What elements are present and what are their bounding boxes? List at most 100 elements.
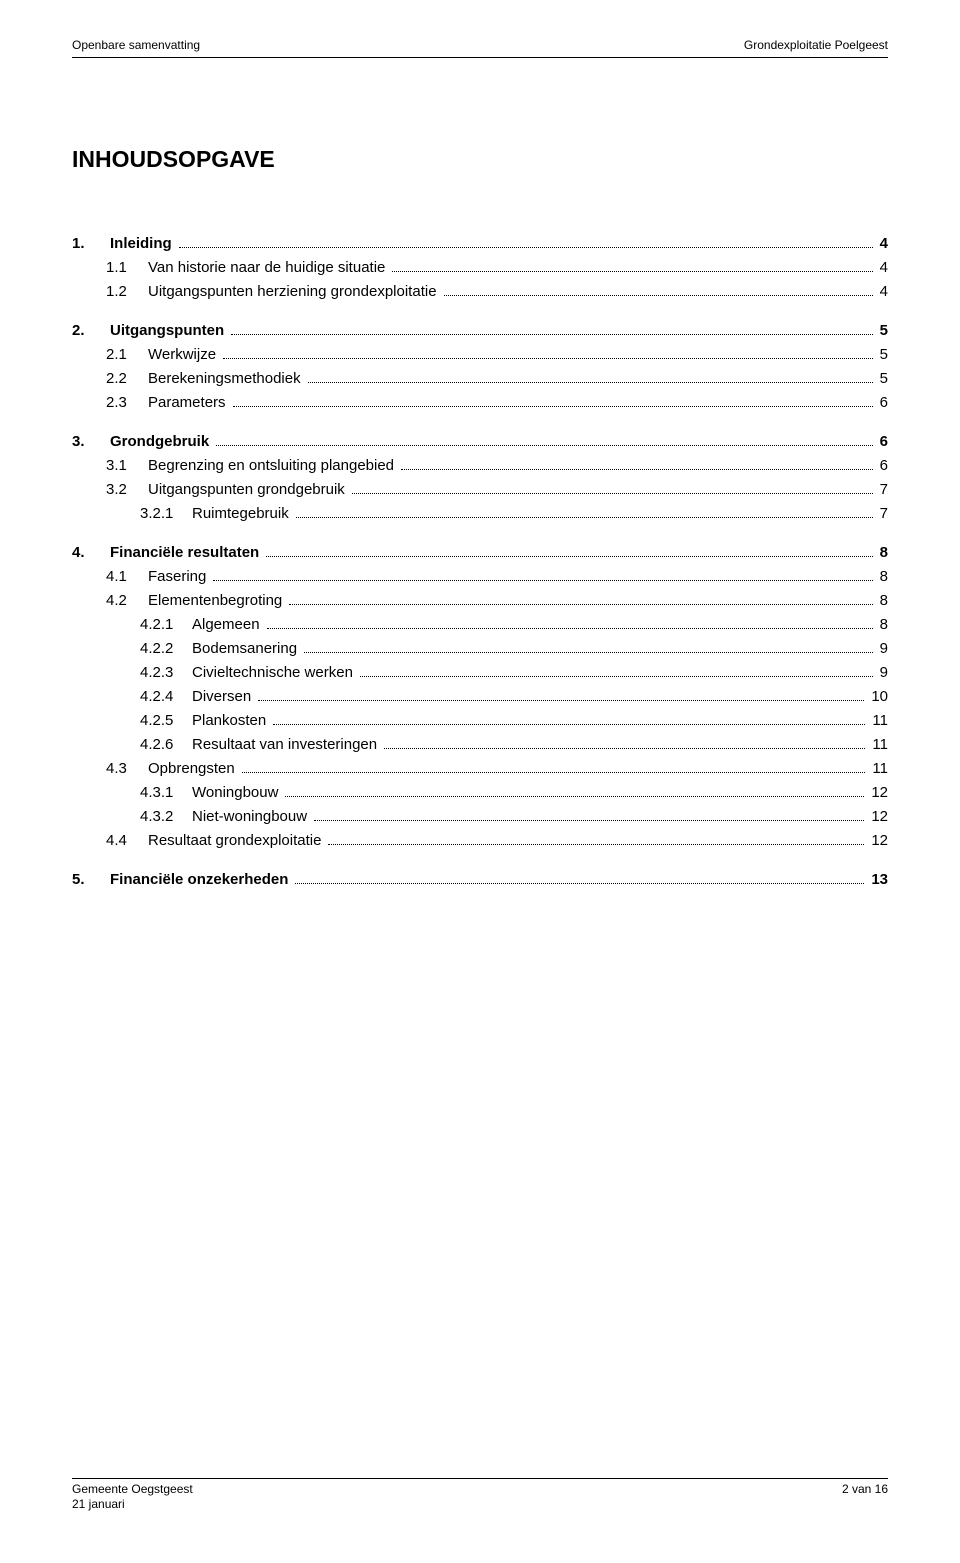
toc-entry: 4.2.2Bodemsanering 9 — [140, 640, 888, 657]
toc-label: Algemeen — [192, 616, 264, 633]
toc-num: 2. — [72, 322, 110, 339]
toc-num: 1. — [72, 235, 110, 252]
toc-label: Financiële onzekerheden — [110, 871, 292, 888]
toc-label: Grondgebruik — [110, 433, 213, 450]
toc-leader — [285, 796, 864, 797]
toc-leader — [328, 844, 864, 845]
toc-entry: 4.2Elementenbegroting 8 — [106, 592, 888, 609]
toc-entry: 4.1Fasering8 — [106, 568, 888, 585]
header-right: Grondexploitatie Poelgeest — [744, 38, 888, 52]
toc-label: Resultaat van investeringen — [192, 736, 381, 753]
toc-entry: 4.2.5Plankosten11 — [140, 712, 888, 729]
toc-leader — [304, 652, 873, 653]
toc-page: 4 — [876, 235, 888, 252]
toc-num: 2.2 — [106, 370, 148, 387]
toc-page: 11 — [868, 736, 888, 753]
toc-entry: 3.2.1Ruimtegebruik 7 — [140, 505, 888, 522]
toc-num: 3.2.1 — [140, 505, 192, 522]
toc-entry: 1.1Van historie naar de huidige situatie… — [106, 259, 888, 276]
toc-leader — [273, 724, 865, 725]
toc-num: 1.1 — [106, 259, 148, 276]
toc-leader — [233, 406, 873, 407]
toc-num: 5. — [72, 871, 110, 888]
toc-label: Woningbouw — [192, 784, 282, 801]
toc-entry: 1.2Uitgangspunten herziening grondexploi… — [106, 283, 888, 300]
toc-page: 5 — [876, 370, 888, 387]
toc-leader — [242, 772, 866, 773]
toc-leader — [231, 334, 873, 335]
toc-page: 4 — [876, 259, 888, 276]
toc-entry: 4.4Resultaat grondexploitatie12 — [106, 832, 888, 849]
toc-entry: 4.3.1Woningbouw12 — [140, 784, 888, 801]
toc-leader — [314, 820, 864, 821]
toc-entry: 2.3Parameters6 — [106, 394, 888, 411]
toc-entry: 3.Grondgebruik 6 — [72, 433, 888, 450]
footer-page-number: 2 van 16 — [842, 1482, 888, 1513]
toc-page: 8 — [876, 568, 888, 585]
toc-label: Fasering — [148, 568, 210, 585]
toc-leader — [308, 382, 873, 383]
header-row: Openbare samenvatting Grondexploitatie P… — [72, 38, 888, 52]
footer-org: Gemeente Oegstgeest — [72, 1482, 193, 1498]
toc-leader — [401, 469, 873, 470]
toc-entry: 3.1Begrenzing en ontsluiting plangebied6 — [106, 457, 888, 474]
toc-label: Begrenzing en ontsluiting plangebied — [148, 457, 398, 474]
toc-page: 6 — [876, 433, 888, 450]
toc-leader — [223, 358, 873, 359]
toc-page: 4 — [876, 283, 888, 300]
toc-entry: 4.2.3Civieltechnische werken9 — [140, 664, 888, 681]
toc-label: Parameters — [148, 394, 230, 411]
toc-entry: 4.Financiële resultaten8 — [72, 544, 888, 561]
toc-page: 12 — [867, 832, 888, 849]
toc-num: 3. — [72, 433, 110, 450]
toc-label: Inleiding — [110, 235, 176, 252]
toc-label: Niet-woningbouw — [192, 808, 311, 825]
toc-label: Diversen — [192, 688, 255, 705]
toc-entry: 2.1Werkwijze5 — [106, 346, 888, 363]
toc-page: 11 — [868, 760, 888, 777]
toc-page: 7 — [876, 505, 888, 522]
toc-num: 4.2.4 — [140, 688, 192, 705]
toc-label: Elementenbegroting — [148, 592, 286, 609]
toc-page: 6 — [876, 394, 888, 411]
toc-page: 5 — [876, 346, 888, 363]
toc-label: Plankosten — [192, 712, 270, 729]
toc-entry: 4.2.6Resultaat van investeringen11 — [140, 736, 888, 753]
toc-num: 3.1 — [106, 457, 148, 474]
toc-entry: 2.Uitgangspunten5 — [72, 322, 888, 339]
toc-label: Uitgangspunten herziening grondexploitat… — [148, 283, 441, 300]
toc-num: 4. — [72, 544, 110, 561]
page: Openbare samenvatting Grondexploitatie P… — [0, 0, 960, 1563]
toc-page: 13 — [867, 871, 888, 888]
header-left: Openbare samenvatting — [72, 38, 200, 52]
header-rule — [72, 57, 888, 58]
toc-label: Bodemsanering — [192, 640, 301, 657]
toc-leader — [384, 748, 865, 749]
toc-num: 4.3.1 — [140, 784, 192, 801]
toc-label: Uitgangspunten grondgebruik — [148, 481, 349, 498]
toc-page: 10 — [867, 688, 888, 705]
toc-leader — [179, 247, 873, 248]
footer-row: Gemeente Oegstgeest 21 januari 2 van 16 — [72, 1482, 888, 1513]
toc-num: 4.2 — [106, 592, 148, 609]
toc-num: 4.2.2 — [140, 640, 192, 657]
toc-page: 8 — [876, 592, 888, 609]
toc-num: 4.3 — [106, 760, 148, 777]
toc-label: Civieltechnische werken — [192, 664, 357, 681]
toc-leader — [295, 883, 864, 884]
toc-entry: 4.3.2Niet-woningbouw12 — [140, 808, 888, 825]
toc-page: 8 — [876, 616, 888, 633]
toc-page: 9 — [876, 640, 888, 657]
page-header: Openbare samenvatting Grondexploitatie P… — [72, 38, 888, 58]
toc-label: Ruimtegebruik — [192, 505, 293, 522]
toc-label: Financiële resultaten — [110, 544, 263, 561]
toc-label: Uitgangspunten — [110, 322, 228, 339]
toc-leader — [267, 628, 873, 629]
toc-num: 2.1 — [106, 346, 148, 363]
toc-num: 1.2 — [106, 283, 148, 300]
toc: 1.Inleiding41.1Van historie naar de huid… — [72, 235, 888, 888]
footer-date: 21 januari — [72, 1497, 193, 1513]
toc-label: Van historie naar de huidige situatie — [148, 259, 389, 276]
toc-num: 4.4 — [106, 832, 148, 849]
toc-leader — [392, 271, 872, 272]
